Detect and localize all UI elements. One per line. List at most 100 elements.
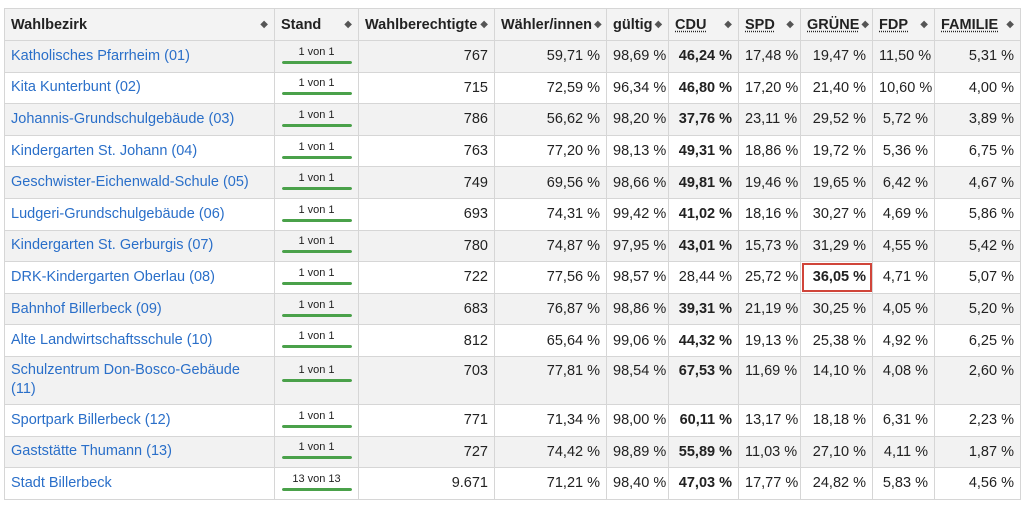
gruene-cell: 14,10 % [800, 355, 873, 405]
sort-updown-icon[interactable]: ◆ [861, 19, 870, 30]
stand-cell: 1 von 1 [274, 261, 359, 294]
familie-cell: 5,20 % [934, 292, 1021, 326]
district-link[interactable]: Sportpark Billerbeck (12) [11, 411, 171, 428]
count-progress: 1 von 1 [281, 298, 352, 317]
wahlberechtigte-cell: 767 [358, 40, 495, 73]
table-row: Katholisches Pfarrheim (01) 1 von 1 767 59,… [4, 40, 1021, 73]
sort-updown-icon[interactable]: ◆ [1006, 19, 1014, 30]
gruene-cell: 24,82 % [800, 467, 873, 500]
gueltig-cell: 98,66 % [606, 166, 669, 199]
column-label: FAMILIE [941, 16, 999, 33]
progress-fill [281, 187, 352, 191]
district-cell: Kita Kunterbunt (02) [4, 71, 275, 105]
waehler-cell: 76,87 % [494, 292, 607, 326]
sort-updown-icon[interactable]: ◆ [594, 19, 602, 30]
district-link[interactable]: Bahnhof Billerbeck (09) [11, 300, 162, 317]
district-cell: Gaststätte Thumann (13) [4, 435, 275, 469]
stand-text: 1 von 1 [298, 409, 335, 422]
col-wahlbezirk-header[interactable]: Wahlbezirk ◆ [4, 8, 275, 41]
waehler-cell: 77,20 % [494, 134, 607, 168]
cdu-cell: 39,31 % [668, 292, 739, 326]
stand-text: 1 von 1 [298, 203, 335, 216]
stand-text: 1 von 1 [298, 330, 335, 343]
progress-bar [281, 250, 352, 254]
col-waehler-header[interactable]: Wähler/innen ◆ [494, 8, 607, 41]
district-link[interactable]: DRK-Kindergarten Oberlau (08) [11, 268, 215, 285]
col-fdp-header[interactable]: FDP ◆ [872, 8, 935, 41]
progress-fill [281, 487, 352, 491]
count-progress: 1 von 1 [281, 266, 352, 285]
progress-fill [281, 123, 352, 127]
familie-cell: 4,00 % [934, 71, 1021, 105]
progress-fill [281, 92, 352, 96]
spd-cell: 25,72 % [738, 261, 801, 294]
waehler-cell: 74,42 % [494, 435, 607, 469]
district-link[interactable]: Ludgeri-Grundschulgebäude (06) [11, 205, 225, 222]
fdp-cell: 5,72 % [872, 103, 935, 136]
district-link[interactable]: Kita Kunterbunt (02) [11, 79, 141, 96]
stand-text: 1 von 1 [298, 108, 335, 121]
table-row: Alte Landwirtschaftsschule (10) 1 von 1 81… [4, 324, 1021, 357]
familie-cell: 2,60 % [934, 355, 1021, 405]
sort-updown-icon[interactable]: ◆ [724, 19, 732, 30]
wahlberechtigte-cell: 683 [358, 292, 495, 326]
col-stand-header[interactable]: Stand ◆ [274, 8, 359, 41]
fdp-cell: 4,11 % [872, 435, 935, 469]
progress-fill [281, 456, 352, 460]
cdu-cell: 55,89 % [668, 435, 739, 469]
sort-updown-icon[interactable]: ◆ [920, 19, 928, 30]
district-link[interactable]: Kindergarten St. Johann (04) [11, 142, 198, 159]
spd-cell: 13,17 % [738, 403, 801, 437]
district-link[interactable]: Geschwister-Eichenwald-Schule (05) [11, 174, 249, 191]
wahlberechtigte-cell: 771 [358, 403, 495, 437]
waehler-cell: 72,59 % [494, 71, 607, 105]
count-progress: 1 von 1 [281, 409, 352, 428]
fdp-cell: 4,69 % [872, 197, 935, 231]
col-wahlberechtigte-header[interactable]: Wahlberechtigte ◆ [358, 8, 495, 41]
fdp-cell: 5,36 % [872, 134, 935, 168]
stand-cell: 1 von 1 [274, 324, 359, 357]
spd-cell: 15,73 % [738, 229, 801, 263]
gueltig-cell: 98,20 % [606, 103, 669, 136]
sort-updown-icon[interactable]: ◆ [654, 19, 663, 30]
district-link[interactable]: Schulzentrum Don-Bosco-Gebäude (11) [11, 361, 240, 397]
fdp-cell: 4,92 % [872, 324, 935, 357]
waehler-cell: 77,81 % [494, 355, 607, 405]
spd-cell: 17,48 % [738, 40, 801, 73]
cdu-cell: 46,24 % [668, 40, 739, 73]
wahlberechtigte-cell: 763 [358, 134, 495, 168]
col-cdu-header[interactable]: CDU ◆ [668, 8, 739, 41]
progress-bar [281, 313, 352, 317]
col-spd-header[interactable]: SPD ◆ [738, 8, 801, 41]
progress-bar [281, 281, 352, 285]
column-label: Wahlbezirk [11, 16, 88, 33]
stand-text: 1 von 1 [298, 172, 335, 185]
col-gueltig-header[interactable]: gültig ◆ [606, 8, 669, 41]
sort-updown-icon[interactable]: ◆ [344, 19, 352, 30]
district-link[interactable]: Alte Landwirtschaftsschule (10) [11, 332, 213, 349]
count-progress: 1 von 1 [281, 108, 352, 127]
progress-fill [281, 250, 352, 254]
gueltig-cell: 98,57 % [606, 261, 669, 294]
district-link[interactable]: Stadt Billerbeck [11, 474, 112, 491]
sort-updown-icon[interactable]: ◆ [786, 19, 794, 30]
progress-bar [281, 60, 352, 64]
sort-updown-icon[interactable]: ◆ [480, 19, 488, 30]
spd-cell: 19,13 % [738, 324, 801, 357]
district-link[interactable]: Johannis-Grundschulgebäude (03) [11, 110, 235, 127]
gueltig-cell: 98,13 % [606, 134, 669, 168]
sort-updown-icon[interactable]: ◆ [260, 19, 268, 30]
progress-fill [281, 345, 352, 349]
cdu-cell: 37,76 % [668, 103, 739, 136]
district-link[interactable]: Gaststätte Thumann (13) [11, 443, 172, 460]
gueltig-cell: 99,42 % [606, 197, 669, 231]
col-familie-header[interactable]: FAMILIE ◆ [934, 8, 1021, 41]
count-progress: 1 von 1 [281, 171, 352, 191]
stand-text: 1 von 1 [298, 298, 335, 311]
district-link[interactable]: Kindergarten St. Gerburgis (07) [11, 237, 214, 254]
gueltig-cell: 96,34 % [606, 71, 669, 105]
district-link[interactable]: Katholisches Pfarrheim (01) [11, 47, 190, 64]
waehler-cell: 65,64 % [494, 324, 607, 357]
progress-bar [281, 487, 352, 491]
col-gruene-header[interactable]: GRÜNE ◆ [800, 8, 873, 41]
